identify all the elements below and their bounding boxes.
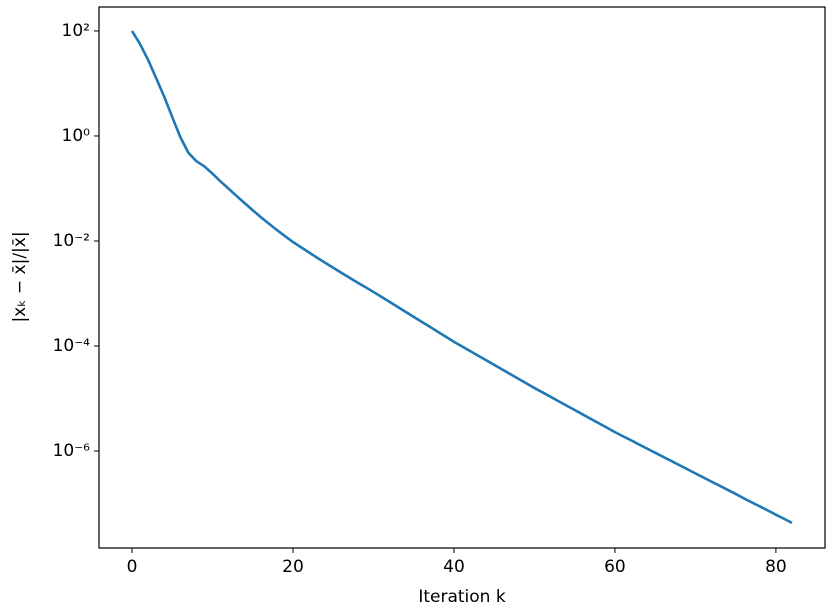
x-tick-label: 80 — [765, 557, 787, 577]
x-tick-label: 20 — [282, 557, 304, 577]
x-tick-label: 60 — [604, 557, 626, 577]
y-tick-label: 10⁻² — [53, 231, 90, 251]
x-tick-label: 40 — [443, 557, 465, 577]
data-line — [130, 30, 793, 525]
x-tick-label: 0 — [127, 557, 138, 577]
y-tick-label: 10⁰ — [62, 126, 91, 146]
y-axis-label: |xₖ − x̄|/|x̄| — [10, 231, 30, 322]
y-tick-label: 10⁻⁴ — [53, 336, 91, 356]
y-tick-label: 10⁻⁶ — [53, 441, 91, 461]
plot-frame — [98, 6, 826, 549]
x-axis-label: Iteration k — [418, 587, 506, 607]
y-tick-label: 10² — [62, 21, 90, 41]
